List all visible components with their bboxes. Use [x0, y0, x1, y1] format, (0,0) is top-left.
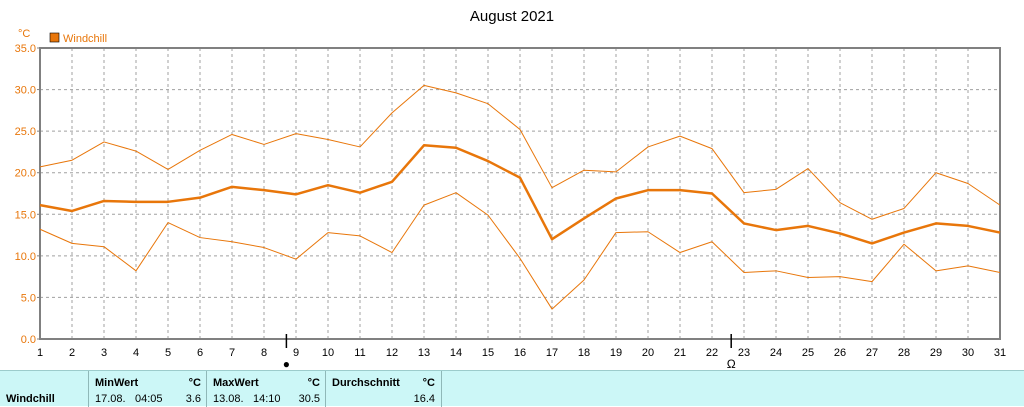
x-tick-label: 30: [962, 347, 974, 359]
y-tick-label: 5.0: [21, 292, 36, 304]
chart-title: August 2021: [470, 8, 554, 25]
x-tick-label: 21: [674, 347, 686, 359]
x-tick-label: 14: [450, 347, 462, 359]
x-tick-label: 3: [101, 347, 107, 359]
legend-swatch: [49, 32, 60, 43]
max-date: 13.08.: [213, 393, 244, 405]
min-cell: MinWert °C 17.08. 04:05 3.6: [88, 371, 207, 407]
x-tick-label: 20: [642, 347, 654, 359]
footer-series-label: Windchill: [6, 393, 55, 405]
x-tick-label: 22: [706, 347, 718, 359]
x-tick-label: 31: [994, 347, 1006, 359]
x-tick-label: 24: [770, 347, 782, 359]
x-tick-label: 26: [834, 347, 846, 359]
stats-footer: Windchill MinWert °C 17.08. 04:05 3.6 Ma…: [0, 370, 1024, 407]
x-tick-label: 18: [578, 347, 590, 359]
x-tick-label: 8: [261, 347, 267, 359]
y-tick-label: 15.0: [15, 209, 36, 221]
series-line-min: [39, 192, 1001, 310]
x-tick-label: 9: [293, 347, 299, 359]
max-cell: MaxWert °C 13.08. 14:10 30.5: [206, 371, 326, 407]
y-unit-label: °C: [18, 28, 30, 40]
x-tick-label: 7: [229, 347, 235, 359]
x-tick-label: 29: [930, 347, 942, 359]
min-date: 17.08.: [95, 393, 126, 405]
min-unit: °C: [188, 377, 201, 389]
moon-phase-symbol: ●: [283, 357, 290, 370]
plot-area: 0.05.010.015.020.025.030.035.01 2 3 4 5 6 7 8 9 1…: [15, 43, 1007, 370]
windchill-chart: August 2021 °C Windchill 0.0 5.0 10.0 15.0 2…: [15, 8, 1007, 370]
min-value: 3.6: [185, 393, 201, 405]
max-value: 30.5: [298, 393, 320, 405]
x-tick-label: 6: [197, 347, 203, 359]
x-tick-label: 27: [866, 347, 878, 359]
average-unit: °C: [422, 377, 435, 389]
y-tick-label: 25.0: [15, 126, 36, 138]
x-tick-label: 25: [802, 347, 814, 359]
x-tick-label: 13: [418, 347, 430, 359]
plot-frame: [39, 47, 1001, 340]
y-tick-label: 0.0: [21, 334, 36, 346]
x-tick-label: 17: [546, 347, 558, 359]
x-tick-label: 11: [354, 347, 365, 359]
y-tick-label: 20.0: [15, 168, 36, 180]
x-tick-label: 2: [69, 347, 75, 359]
y-tick-label: 30.0: [15, 85, 36, 97]
x-tick-label: 28: [898, 347, 910, 359]
min-time: 04:05: [135, 393, 163, 405]
moon-phase-symbol: Ω: [727, 357, 736, 370]
x-tick-label: 12: [386, 347, 398, 359]
series-line-mean: [39, 144, 1001, 245]
max-time: 14:10: [253, 393, 281, 405]
x-tick-label: 16: [514, 347, 526, 359]
min-heading: MinWert: [95, 377, 139, 389]
max-unit: °C: [307, 377, 320, 389]
legend-label: Windchill: [63, 33, 107, 45]
average-heading: Durchschnitt: [332, 377, 400, 389]
y-tick-label: 10.0: [15, 251, 36, 263]
y-tick-label: 35.0: [15, 43, 36, 55]
x-tick-label: 15: [482, 347, 494, 359]
series-line-max: [39, 84, 1001, 220]
x-tick-label: 1: [37, 347, 43, 359]
x-tick-label: 19: [610, 347, 622, 359]
x-tick-label: 23: [738, 347, 750, 359]
average-cell: Durchschnitt °C 16.4: [325, 371, 442, 407]
average-value: 16.4: [413, 393, 435, 405]
x-tick-label: 10: [322, 347, 334, 359]
x-tick-label: 4: [133, 347, 139, 359]
max-heading: MaxWert: [213, 377, 259, 389]
x-tick-label: 5: [165, 347, 171, 359]
